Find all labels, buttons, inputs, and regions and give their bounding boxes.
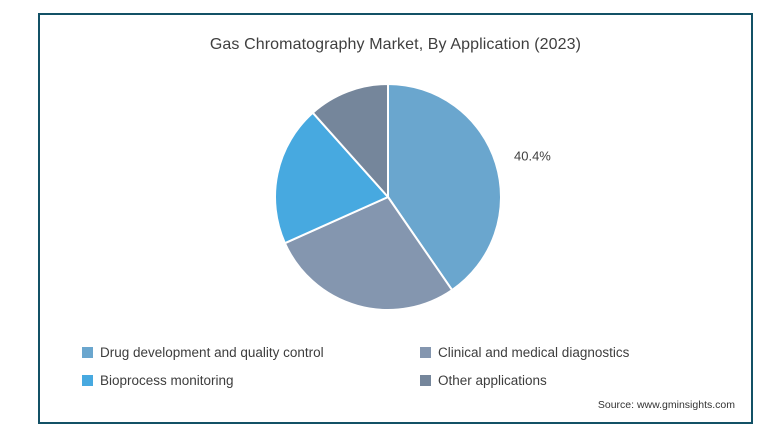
legend-label: Other applications [438, 372, 547, 388]
pie-chart [274, 83, 502, 311]
legend-item-bioprocess-monitoring: Bioprocess monitoring [82, 372, 420, 388]
slice-data-label: 40.4% [514, 148, 551, 164]
pie-slice-bioprocess-monitoring [274, 111, 389, 245]
pie-slice-other-applications [311, 83, 389, 198]
chart-title: Gas Chromatography Market, By Applicatio… [209, 36, 582, 53]
legend-label: Drug development and quality control [100, 344, 324, 360]
legend-swatch-icon [82, 346, 93, 358]
pie-slice-drug-development-and-quality-control [387, 83, 502, 292]
legend-swatch-icon [420, 346, 431, 358]
legend-swatch-icon [420, 374, 431, 386]
legend: Drug development and quality control Clin… [82, 344, 629, 388]
legend-item-other-applications: Other applications [420, 372, 629, 388]
legend-item-drug-development-and-quality-control: Drug development and quality control [82, 344, 420, 360]
source-text: Source: www.gminsights.com [597, 399, 735, 411]
legend-label: Bioprocess monitoring [100, 372, 234, 388]
legend-swatch-icon [82, 374, 93, 386]
legend-item-clinical-and-medical-diagnostics: Clinical and medical diagnostics [420, 344, 629, 360]
legend-label: Clinical and medical diagnostics [438, 344, 630, 360]
